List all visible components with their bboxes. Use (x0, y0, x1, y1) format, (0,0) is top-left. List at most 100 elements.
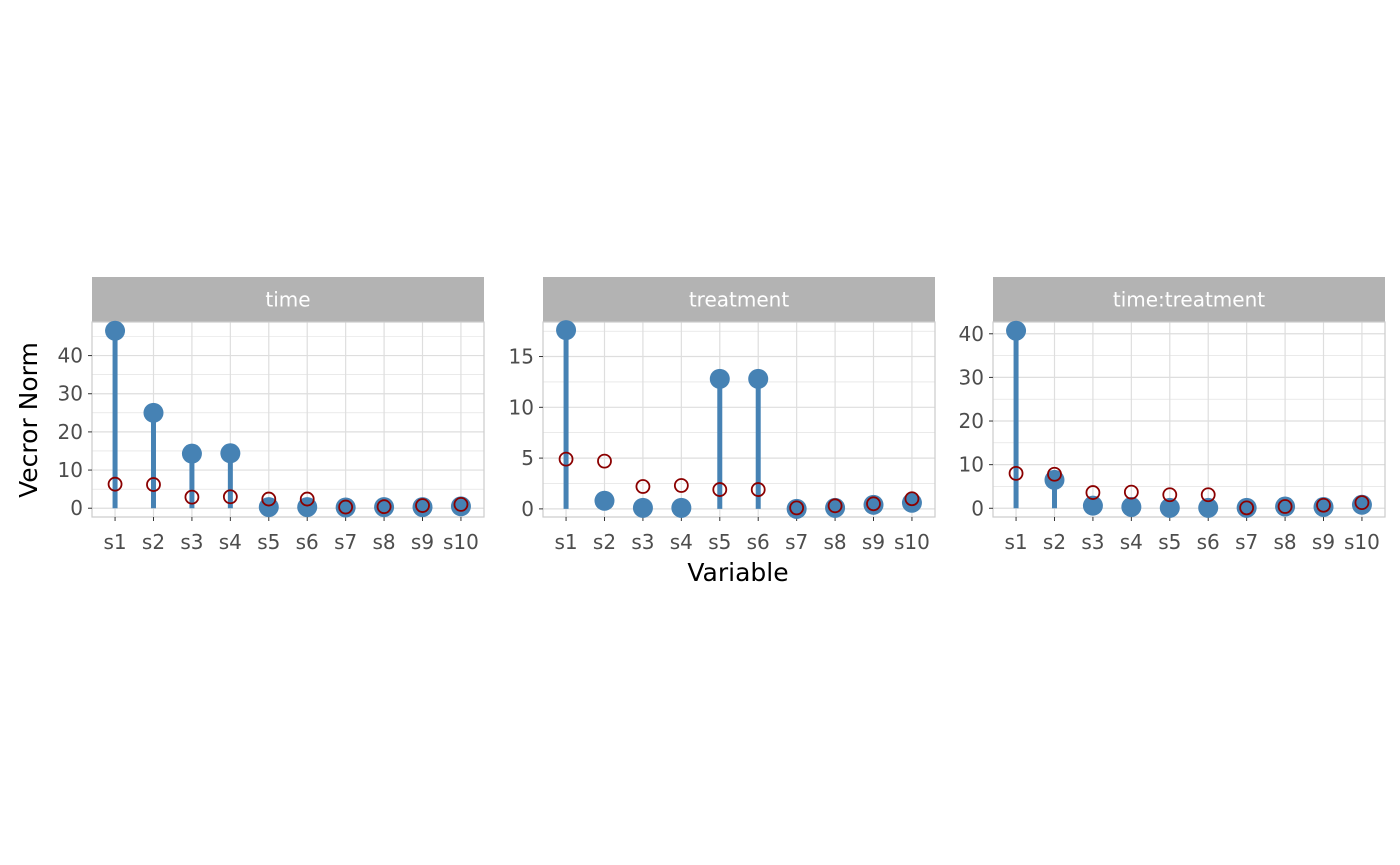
lollipop-point (1006, 320, 1027, 341)
y-tick-label: 0 (971, 496, 984, 520)
lollipop-point (556, 320, 577, 341)
open-circle-point (750, 482, 766, 497)
lollipop-point (1082, 495, 1103, 516)
y-tick-label: 15 (509, 345, 534, 369)
open-circle-point (1008, 465, 1024, 481)
open-circle-point (1316, 497, 1331, 513)
x-tick-label: s9 (862, 530, 885, 554)
x-tick-label: s2 (1043, 530, 1066, 554)
open-circle-point (453, 497, 469, 512)
panel-border (91, 321, 485, 518)
open-circle-point (1085, 485, 1101, 500)
facet-title: time:treatment (1113, 288, 1265, 312)
y-tick-label: 10 (509, 395, 534, 419)
open-circle-point (827, 498, 843, 514)
lollipop-point (181, 443, 202, 464)
lollipop-point (220, 443, 241, 464)
x-tick-label: s7 (334, 530, 357, 554)
open-circle-point (1123, 484, 1139, 500)
x-tick-label: s8 (1274, 530, 1297, 554)
x-tick-label: s3 (180, 530, 203, 554)
facet-title: time (265, 288, 310, 312)
panel-border (992, 321, 1386, 518)
lollipop-point (1121, 496, 1142, 517)
open-circle-point (261, 491, 277, 507)
open-circle-point (904, 491, 920, 507)
y-tick-label: 10 (959, 453, 984, 477)
facet-strip (993, 277, 1385, 322)
x-tick-label: s2 (142, 530, 165, 554)
open-circle-point (635, 479, 651, 494)
x-tick-label: s10 (894, 530, 930, 554)
open-circle-point (673, 478, 689, 493)
open-circle-point (184, 489, 200, 505)
open-circle-point (558, 451, 574, 467)
lollipop-point (748, 368, 769, 389)
y-tick-label: 5 (521, 446, 534, 470)
lollipop-point (632, 497, 653, 518)
x-tick-label: s9 (1312, 530, 1335, 554)
x-tick-label: s4 (219, 530, 242, 554)
lollipop-point (143, 402, 164, 423)
x-tick-label: s2 (593, 530, 616, 554)
x-tick-label: s8 (373, 530, 396, 554)
facet-strip (92, 277, 484, 322)
x-tick-label: s9 (411, 530, 434, 554)
x-tick-label: s5 (1158, 530, 1181, 554)
x-tick-label: s4 (670, 530, 693, 554)
y-tick-label: 40 (959, 322, 984, 346)
lollipop-point (671, 497, 692, 518)
open-circle-point (1354, 495, 1370, 511)
open-circle-point (1162, 487, 1178, 503)
facet-1: treatment 0 5 10 15 s1 s2 s3 s4 s5 s6 s7 s8 s9 s10 (509, 277, 936, 554)
open-circle-point (299, 491, 315, 507)
y-tick-label: 10 (58, 458, 83, 482)
x-tick-label: s10 (1344, 530, 1380, 554)
x-tick-label: s6 (1197, 530, 1220, 554)
lollipop-point (1159, 497, 1180, 518)
open-circle-point (107, 476, 123, 492)
y-tick-label: 30 (58, 382, 83, 406)
open-circle-point (376, 499, 392, 515)
lollipop-point (709, 368, 730, 389)
facet-0: time 0 10 20 30 40 s1 s2 s3 s4 s5 s6 s7 s8 s9 s10 (58, 277, 485, 554)
lollipop-point (594, 490, 615, 511)
open-circle-point (1277, 499, 1293, 514)
open-circle-point (1200, 487, 1216, 503)
open-circle-point (338, 499, 354, 515)
open-circle-point (1047, 466, 1062, 482)
x-tick-label: s8 (824, 530, 847, 554)
x-tick-label: s5 (257, 530, 280, 554)
open-circle-point (1239, 500, 1255, 516)
y-tick-label: 0 (521, 497, 534, 521)
open-circle-point (415, 498, 430, 513)
facet-2: time:treatment 0 10 20 30 40 s1 s2 s3 s4 s5 s6 s7 s8 s… (959, 277, 1386, 554)
x-tick-label: s7 (785, 530, 808, 554)
y-tick-label: 20 (58, 420, 83, 444)
open-circle-point (712, 482, 728, 497)
y-tick-label: 20 (959, 409, 984, 433)
x-tick-label: s6 (747, 530, 770, 554)
y-tick-label: 40 (58, 344, 83, 368)
x-tick-label: s6 (296, 530, 319, 554)
x-tick-label: s3 (1081, 530, 1104, 554)
x-tick-label: s5 (708, 530, 731, 554)
x-tick-label: s7 (1235, 530, 1258, 554)
lollipop-point (105, 320, 126, 341)
x-tick-label: s3 (631, 530, 654, 554)
x-tick-label: s10 (443, 530, 479, 554)
open-circle-point (222, 489, 238, 505)
y-tick-label: 30 (959, 365, 984, 389)
x-tick-label: s1 (1004, 530, 1027, 554)
open-circle-point (146, 477, 161, 492)
facet-strip (543, 277, 935, 322)
x-tick-label: s1 (554, 530, 577, 554)
x-axis-title: Variable (687, 558, 788, 587)
y-axis-title: Vecror Norm (14, 342, 43, 498)
open-circle-point (789, 500, 805, 516)
facet-title: treatment (689, 288, 789, 312)
x-tick-label: s4 (1120, 530, 1143, 554)
x-tick-label: s1 (103, 530, 126, 554)
